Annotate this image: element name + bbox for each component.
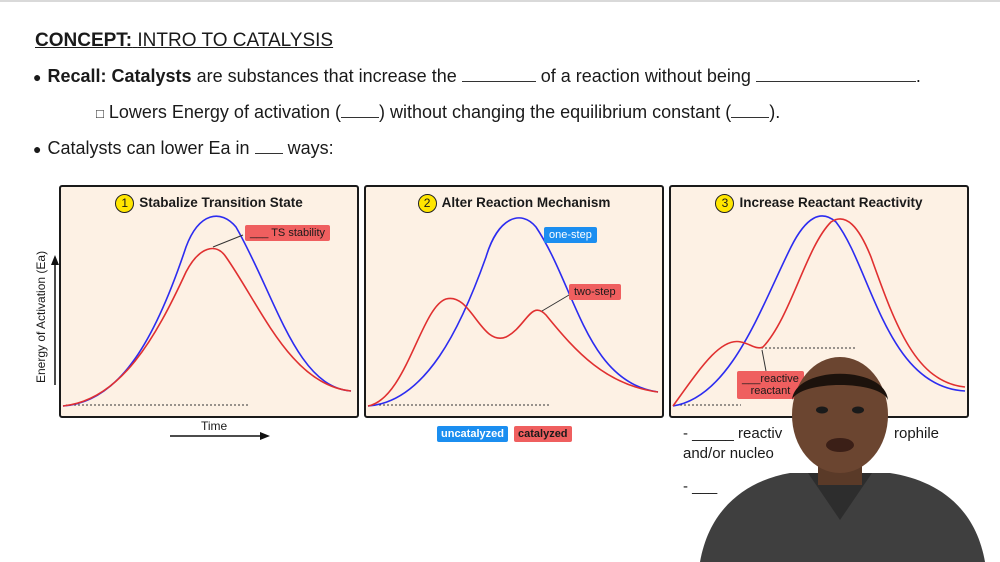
sub-text-2: ) without changing the equilibrium const… [379, 102, 732, 122]
ways-text-2: ways: [287, 138, 334, 158]
panel-3-tag: ___reactive reactant [737, 371, 804, 399]
panel-2-catalyzed-curve [367, 297, 659, 407]
y-axis-arrow-head [51, 255, 59, 265]
panel-2-title: 2 Alter Reaction Mechanism [366, 194, 662, 213]
note-line-1: - _____ reactiv [683, 425, 783, 442]
panel-1-title: 1 Stabalize Transition State [61, 194, 357, 213]
recall-end: . [915, 66, 921, 86]
blank-k [731, 103, 770, 118]
presenter-figure [700, 357, 985, 562]
presenter-shirt [700, 473, 985, 562]
panel-3-plot [672, 215, 966, 407]
panel-1-tag-pointer [212, 234, 244, 248]
panel-2-tag-pointer [541, 294, 570, 312]
panel-1-number-badge: 1 [115, 194, 135, 213]
panel-3-tag-pointer [761, 349, 767, 372]
x-axis-label: Time [201, 419, 228, 433]
sub-end: ). [769, 102, 781, 122]
panel-3-catalyzed-curve [672, 218, 966, 407]
page-title: CONCEPT: INTRO TO CATALYSIS [35, 30, 333, 52]
panel-1-title-text: Stabalize Transition State [139, 195, 303, 210]
panel-2-tag-two-step: two-step [569, 284, 621, 300]
presenter-hair [792, 373, 888, 400]
sub-text-1: Lowers Energy of activation ( [108, 102, 341, 122]
legend-uncatalyzed: uncatalyzed [437, 426, 508, 442]
panel-3-tag-line-1: ___reactive [742, 373, 799, 385]
panel-2-uncatalyzed-curve [367, 217, 659, 407]
panel-3-title-text: Increase Reactant Reactivity [739, 195, 923, 210]
ways-text-1: Catalysts can lower Ea in [47, 138, 250, 158]
presenter-mouth [826, 438, 854, 452]
checkbox-square-icon: □ [96, 106, 104, 121]
blank-ways [254, 139, 283, 154]
x-axis-arrow-head [260, 432, 270, 440]
panel-1-tag: ___ TS stability [245, 225, 331, 241]
concept-title: INTRO TO CATALYSIS [137, 30, 334, 51]
ways-bullet: ● Catalysts can lower Ea in ways: [33, 138, 334, 159]
blank-rate [461, 67, 536, 82]
concept-prefix: CONCEPT: [35, 30, 133, 51]
presenter-eye-left [816, 406, 828, 414]
panel-3-uncatalyzed-curve [672, 215, 966, 407]
note-line-2: and/or nucleo [683, 445, 774, 462]
presenter-video [690, 355, 990, 562]
sub-bullet: □ Lowers Energy of activation ( ) without… [96, 102, 780, 123]
panel-3-number-badge: 3 [715, 194, 735, 213]
panel-3-title: 3 Increase Reactant Reactivity [671, 194, 967, 213]
blank-consumed [755, 67, 916, 82]
top-divider [0, 0, 1000, 2]
panel-2-number-badge: 2 [417, 194, 437, 213]
bullet-dot-icon: ● [33, 69, 42, 85]
panel-alter-reaction-mechanism: 2 Alter Reaction Mechanism one-step two-s… [364, 185, 664, 418]
presenter-eye-right [852, 406, 864, 414]
recall-bullet: ● Recall: Catalysts are substances that i… [33, 66, 921, 87]
recall-text-2: of a reaction without being [540, 66, 751, 86]
bullet-dot-icon: ● [33, 141, 42, 157]
panel-2-title-text: Alter Reaction Mechanism [441, 195, 611, 210]
note-line-3: - ___ [683, 478, 718, 495]
recall-text-1: are substances that increase the [196, 66, 457, 86]
panel-stabilize-transition-state: 1 Stabalize Transition State ___ TS stabi… [59, 185, 359, 418]
panel-1-uncatalyzed-curve [62, 215, 352, 407]
panel-2-plot [367, 217, 659, 407]
panel-3-tag-line-2: reactant [750, 385, 791, 397]
panel-2-tag-one-step: one-step [544, 227, 597, 243]
panel-1-catalyzed-curve [62, 247, 352, 407]
panel-1-plot [62, 215, 352, 407]
recall-label: Recall: Catalysts [47, 66, 192, 86]
blank-ea [341, 103, 379, 118]
legend-catalyzed: catalyzed [514, 426, 572, 442]
note-line-1-end: rophile [894, 425, 940, 442]
